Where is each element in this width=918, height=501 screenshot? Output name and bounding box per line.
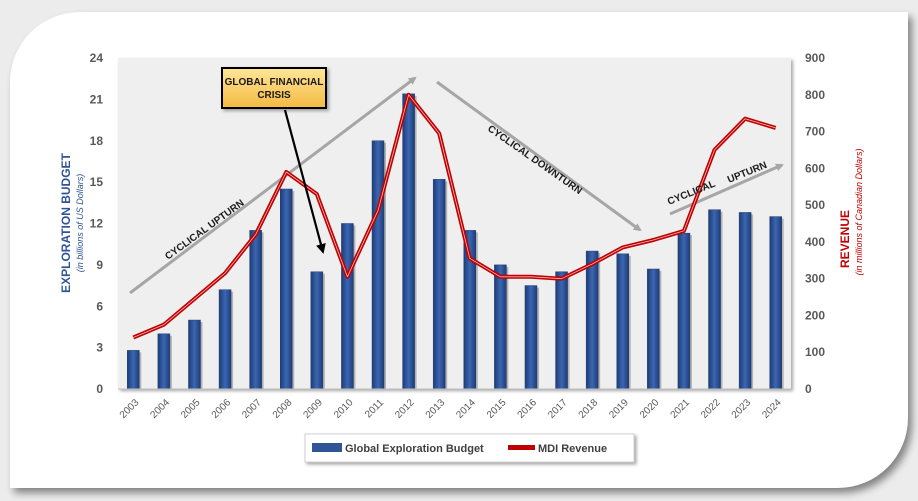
- x-tick-label: 2012: [393, 397, 417, 421]
- callout-line-1: GLOBAL FINANCIAL: [225, 77, 324, 88]
- left-tick-label: 6: [96, 299, 103, 313]
- bar-2004: [157, 333, 171, 390]
- bar-2003: [127, 350, 140, 390]
- x-tick-label: 2005: [179, 397, 203, 421]
- right-tick-label: 400: [805, 235, 825, 249]
- legend-swatch-bar: [312, 443, 342, 452]
- left-tick-label: 0: [96, 382, 103, 396]
- bar-2010: [341, 223, 354, 390]
- x-tick-label: 2007: [240, 397, 264, 421]
- right-axis-ticks: 0 100 200 300 400 500 600 700 800 900: [805, 51, 825, 396]
- bar-2008: [280, 188, 293, 390]
- right-tick-label: 500: [805, 198, 825, 212]
- x-tick-label: 2021: [669, 397, 693, 421]
- x-tick-label: 2004: [148, 397, 172, 421]
- bar-2020: [647, 268, 660, 390]
- revenue-line-highlight: [133, 94, 776, 338]
- left-tick-label: 3: [96, 341, 103, 355]
- x-tick-label: 2019: [607, 397, 631, 421]
- left-tick-label: 15: [90, 175, 104, 189]
- bar-2009: [310, 271, 324, 390]
- right-tick-label: 700: [805, 125, 825, 139]
- bar-2013: [432, 179, 446, 390]
- upturn2-arrow: [669, 163, 784, 216]
- bar-2022: [708, 209, 721, 390]
- x-tick-label: 2022: [699, 397, 723, 421]
- left-tick-label: 18: [90, 134, 104, 148]
- bar-2023: [738, 212, 752, 390]
- x-tick-label: 2010: [332, 397, 356, 421]
- bar-2021: [677, 232, 691, 390]
- legend-box: [304, 433, 635, 463]
- x-tick-label: 2016: [516, 397, 540, 421]
- x-axis-ticks: 2003 2004 2005 2006 2007 2008 2009 2010 2011 2012…: [118, 388, 791, 421]
- downturn-arrow: [436, 80, 642, 232]
- legend-label-budget: Global Exploration Budget: [345, 443, 484, 455]
- x-tick-label: 2008: [271, 397, 295, 421]
- right-tick-label: 800: [805, 88, 825, 102]
- x-tick-label: 2018: [577, 397, 601, 421]
- x-tick-label: 2014: [454, 397, 478, 421]
- x-tick-label: 2011: [363, 397, 386, 420]
- x-tick-label: 2017: [546, 397, 570, 421]
- bar-2018: [585, 250, 599, 390]
- callout-box: [221, 67, 327, 109]
- x-tick-label: 2024: [760, 397, 784, 421]
- right-tick-label: 0: [805, 382, 812, 396]
- x-tick-label: 2009: [301, 397, 325, 421]
- left-tick-label: 21: [90, 92, 104, 106]
- right-tick-label: 100: [805, 345, 825, 359]
- bar-2016: [524, 285, 538, 390]
- x-tick-label: 2020: [638, 397, 662, 421]
- right-tick-label: 300: [805, 272, 825, 286]
- callout-arrow: [283, 109, 326, 254]
- bar-2017: [555, 271, 568, 390]
- x-tick-label: 2006: [210, 397, 234, 421]
- right-tick-label: 900: [805, 51, 825, 65]
- left-axis-subtitle: (in billions of US Dollars): [75, 174, 85, 273]
- right-tick-label: 200: [805, 308, 825, 322]
- bar-2007: [249, 230, 262, 390]
- legend-swatch-line: [508, 445, 535, 450]
- left-tick-label: 24: [90, 51, 104, 65]
- bar-2024: [769, 216, 782, 390]
- right-axis-title: REVENUE: [838, 210, 852, 268]
- bar-2012: [402, 93, 415, 390]
- bar-2005: [188, 319, 201, 390]
- x-tick-label: 2003: [118, 397, 142, 421]
- right-tick-label: 600: [805, 161, 825, 175]
- bar-2011: [371, 140, 385, 390]
- x-tick-label: 2013: [424, 397, 448, 421]
- bar-2006: [218, 289, 232, 390]
- bar-2015: [494, 264, 507, 390]
- left-tick-label: 9: [96, 258, 103, 272]
- upturn-arrow: [129, 76, 417, 295]
- right-axis-subtitle: (in millions of Canadian Dollars): [854, 148, 864, 275]
- callout-line-2: CRISIS: [257, 90, 291, 101]
- bar-2019: [616, 253, 629, 390]
- legend: Global Exploration Budget MDI Revenue: [304, 433, 635, 463]
- left-axis-ticks: 0 3 6 9 12 15 18 21 24: [90, 51, 104, 396]
- left-tick-label: 12: [90, 217, 104, 231]
- x-tick-label: 2015: [485, 397, 509, 421]
- bar-series: [127, 93, 784, 390]
- legend-label-revenue: MDI Revenue: [538, 443, 607, 455]
- x-tick-label: 2023: [730, 397, 754, 421]
- left-axis-title: EXPLORATION BUDGET: [59, 152, 73, 292]
